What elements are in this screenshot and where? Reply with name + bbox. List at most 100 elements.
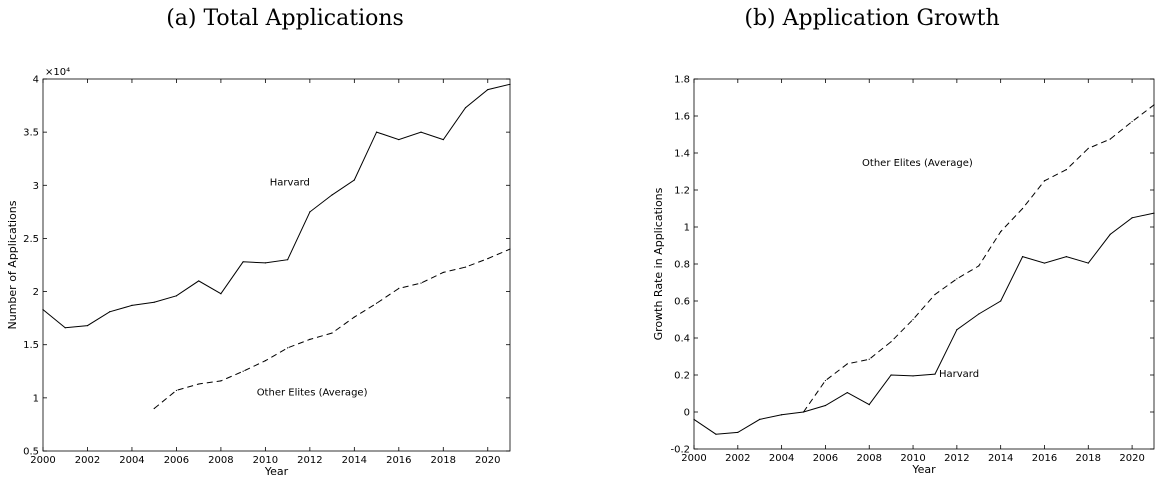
chart-b-series-other-elites-average-point (802, 411, 805, 413)
chart-a-series-other-elites-average-point (353, 316, 355, 318)
chart-b-ytick-label: 1.2 (674, 186, 690, 197)
chart-a-series-other-elites-average-point (375, 302, 378, 304)
chart-a-series-harvard-point (42, 309, 44, 311)
chart-b-series-harvard-point (824, 404, 827, 407)
chart-a-series-harvard-point (109, 311, 111, 313)
chart-a-series-other-elites-average-point (331, 332, 333, 334)
chart-b-series-harvard-point (1131, 217, 1133, 219)
chart-b-series-harvard-point (956, 329, 958, 331)
chart-b-series-other-elites-average-point (934, 293, 936, 296)
chart-b-series-other-elites-average-point (1131, 120, 1133, 123)
chart-b-ytick-label: -0.2 (670, 445, 690, 456)
chart-a-series-harvard-point (375, 131, 378, 133)
chart-b-series-harvard-point (759, 418, 761, 420)
chart-a-series-other-elites-average-point (487, 258, 489, 260)
chart-a-xtick-label: 2010 (253, 455, 278, 466)
chart-b-xtick-label: 2018 (1076, 453, 1101, 464)
chart-b-series-harvard-point (781, 414, 783, 416)
chart-b-xtick-label: 2014 (988, 453, 1013, 464)
chart-b-series-harvard-point (693, 418, 695, 420)
chart-a-series-harvard-point (64, 327, 66, 329)
chart-b-series-harvard-point (846, 391, 848, 394)
chart-a-series-harvard-point (131, 304, 133, 306)
chart-b-series-other-elites-average-point (824, 379, 827, 382)
chart-a-series-other-elites-average-point (198, 383, 200, 385)
chart-a-xlabel: Year (264, 465, 289, 478)
chart-a-series-harvard-point (398, 138, 400, 141)
chart-b-series-other-elites-average-point (1065, 169, 1067, 171)
chart-a-xtick-label: 2004 (119, 455, 144, 466)
chart-a-series-harvard-point (353, 179, 355, 181)
chart-a-xtick-label: 2014 (342, 455, 367, 466)
chart-a-xtick-label: 2016 (386, 455, 411, 466)
chart-b-ytick-label: 1.4 (674, 149, 690, 160)
chart-a-series-harvard-point (264, 262, 266, 264)
chart-a-series-other-elites-average-point (398, 287, 400, 289)
chart-b-series-other-elites-average-point (978, 265, 980, 267)
chart-a-series-harvard-point (287, 259, 289, 261)
chart-a-ytick-label: 4 (33, 75, 39, 86)
chart-a-xtick-label: 2012 (297, 455, 322, 466)
chart-a-series-harvard-point (86, 324, 89, 327)
chart-a-annotation: Harvard (270, 177, 310, 188)
chart-b-series-harvard-line (693, 212, 1155, 435)
chart-b-axes-box (693, 78, 1155, 450)
chart-b-series-harvard-point (1087, 262, 1089, 264)
chart-b-series-harvard-point (1043, 262, 1046, 264)
chart-a-series-other-elites-average-point (153, 407, 155, 410)
chart-a-title: (a) Total Applications (166, 6, 404, 31)
chart-b-series-harvard-point (934, 373, 936, 375)
chart-a-series-other-elites-average-point (420, 282, 422, 284)
chart-a-ytick-label: 3 (33, 181, 39, 192)
chart-a-series-other-elites-average-point (220, 380, 222, 382)
chart-b-series-harvard-point (1000, 300, 1002, 302)
chart-b-title: (b) Application Growth (744, 6, 1000, 31)
chart-b-xtick-label: 2000 (681, 453, 706, 464)
chart-a-ylabel: Number of Applications (6, 200, 19, 329)
chart-b-ylabel: Growth Rate in Applications (652, 187, 665, 340)
chart-b-series-other-elites-average-point (912, 318, 914, 321)
chart-a-series-harvard-point (220, 293, 222, 295)
chart-b-ytick-label: 0 (684, 408, 690, 419)
chart-b-series-other-elites-average-point (868, 358, 870, 360)
chart-a-series-other-elites-average-point (442, 271, 444, 274)
chart-a-series-harvard-point (487, 89, 489, 91)
chart-a-series-harvard-point (309, 211, 311, 213)
chart-a-series-other-elites-average-point (309, 338, 311, 340)
chart-a-xtick-label: 2002 (75, 455, 100, 466)
chart-a-xtick-label: 2006 (164, 455, 189, 466)
chart-b-annotation: Harvard (939, 369, 979, 380)
chart-a-ytick-label: 1 (33, 393, 39, 404)
chart-a-ytick-label: 3.5 (23, 128, 39, 139)
chart-b-ytick-label: 1.6 (674, 112, 690, 123)
chart-b-series-other-elites-average-point (1021, 207, 1024, 210)
chart-a-axes-box (42, 78, 511, 452)
chart-a-series-harvard-point (153, 301, 155, 303)
chart-b-series-harvard-point (1065, 256, 1067, 258)
chart-b-series-harvard-point (890, 374, 892, 376)
chart-a-series-other-elites-average-point (287, 347, 289, 349)
chart-b-series-harvard-point (1153, 212, 1155, 214)
chart-a-series-other-elites-average-point (242, 370, 244, 372)
chart-a-series-other-elites-average-point (464, 266, 467, 268)
chart-a-annotation: Other Elites (Average) (257, 388, 368, 399)
chart-a-xtick-label: 2008 (208, 455, 233, 466)
chart-b-series-other-elites-average-point (1000, 231, 1002, 233)
chart-b-series-harvard-point (912, 375, 914, 377)
chart-b-ytick-label: 0.2 (674, 371, 690, 382)
chart-b-series-other-elites-average-point (1043, 180, 1046, 182)
chart-b-xtick-label: 2010 (900, 453, 925, 464)
chart-a-xtick-label: 2000 (30, 455, 55, 466)
chart-b-xtick-label: 2006 (813, 453, 838, 464)
chart-a-series-harvard-point (464, 107, 467, 109)
chart-a-series-other-elites-average-point (175, 389, 178, 392)
chart-a-series-harvard-point (242, 261, 244, 263)
chart-a-xtick-label: 2018 (431, 455, 456, 466)
chart-a-series-harvard-point (509, 83, 511, 85)
chart-a-ytick-label: 2 (33, 287, 39, 298)
chart-a-ytick-label: 0.5 (23, 447, 39, 458)
chart-b-series-harvard-point (978, 313, 980, 315)
chart-a-y-exponent: ×10⁴ (45, 67, 70, 78)
